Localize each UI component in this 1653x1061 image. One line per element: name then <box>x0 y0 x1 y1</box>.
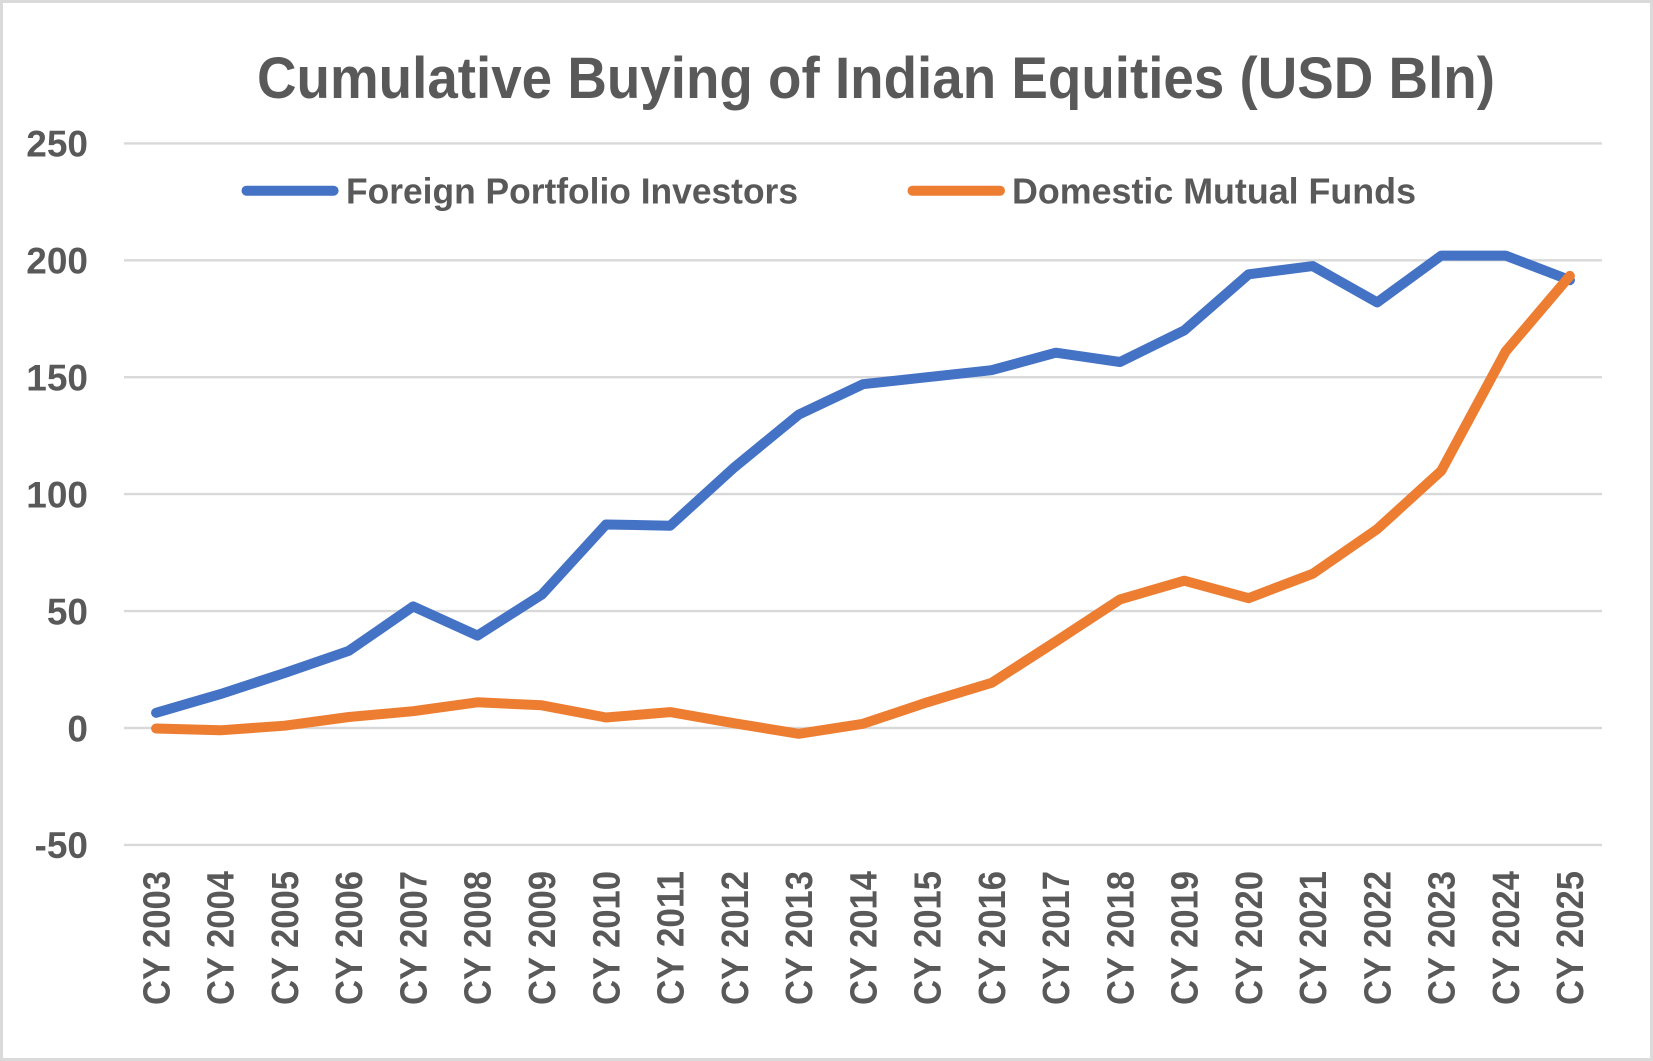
svg-text:CY 2017: CY 2017 <box>1036 871 1078 1005</box>
svg-text:CY 2005: CY 2005 <box>265 871 307 1005</box>
svg-text:CY 2020: CY 2020 <box>1229 871 1271 1005</box>
svg-text:CY 2003: CY 2003 <box>136 871 178 1005</box>
svg-text:CY 2007: CY 2007 <box>394 871 436 1005</box>
svg-text:CY 2016: CY 2016 <box>972 871 1014 1005</box>
svg-text:CY 2018: CY 2018 <box>1100 871 1142 1005</box>
svg-text:CY 2011: CY 2011 <box>651 871 693 1005</box>
svg-text:100: 100 <box>26 474 88 515</box>
svg-text:CY 2006: CY 2006 <box>329 871 371 1005</box>
svg-text:CY 2014: CY 2014 <box>843 871 885 1005</box>
svg-text:Foreign Portfolio Investors: Foreign Portfolio Investors <box>346 171 798 212</box>
svg-text:CY 2010: CY 2010 <box>586 871 628 1005</box>
svg-text:CY 2015: CY 2015 <box>908 871 950 1005</box>
svg-text:CY 2004: CY 2004 <box>201 871 243 1005</box>
svg-text:50: 50 <box>47 591 88 632</box>
svg-text:0: 0 <box>67 708 88 749</box>
svg-text:CY 2023: CY 2023 <box>1422 871 1464 1005</box>
svg-text:CY 2012: CY 2012 <box>715 871 757 1005</box>
svg-text:CY 2024: CY 2024 <box>1486 871 1528 1005</box>
svg-text:150: 150 <box>26 358 88 399</box>
svg-text:CY 2021: CY 2021 <box>1293 871 1335 1005</box>
svg-text:Cumulative Buying of Indian Eq: Cumulative Buying of Indian Equities (US… <box>257 46 1495 111</box>
svg-text:-50: -50 <box>35 825 88 866</box>
svg-text:CY 2013: CY 2013 <box>779 871 821 1005</box>
svg-text:CY 2008: CY 2008 <box>458 871 500 1005</box>
svg-text:CY 2025: CY 2025 <box>1550 871 1592 1005</box>
svg-text:200: 200 <box>26 241 88 282</box>
svg-text:Domestic Mutual Funds: Domestic Mutual Funds <box>1012 171 1416 212</box>
svg-text:250: 250 <box>26 124 88 165</box>
svg-text:CY 2009: CY 2009 <box>522 871 564 1005</box>
svg-text:CY 2019: CY 2019 <box>1165 871 1207 1005</box>
svg-text:CY 2022: CY 2022 <box>1357 871 1399 1005</box>
